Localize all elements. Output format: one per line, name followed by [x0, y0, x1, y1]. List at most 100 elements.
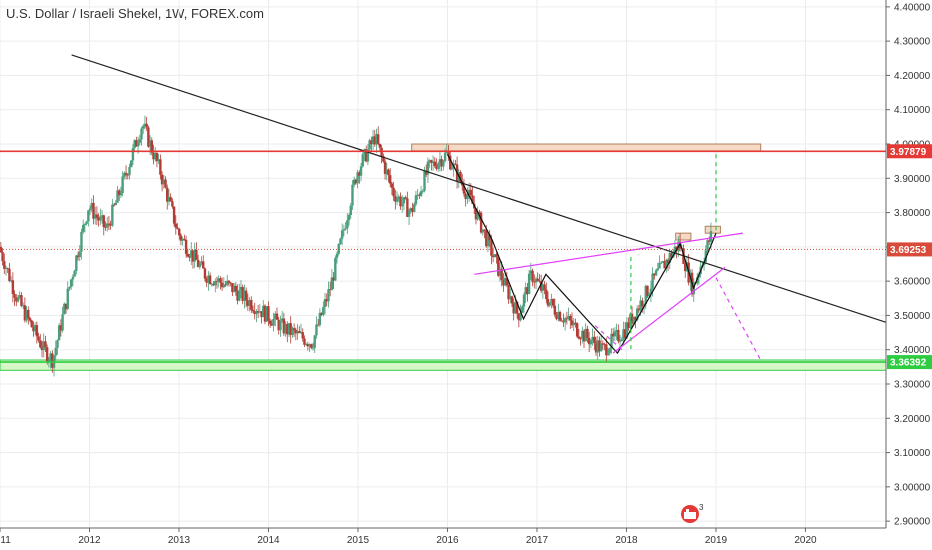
candle-body: [277, 319, 280, 331]
candle-body: [73, 271, 76, 277]
candle-body: [179, 235, 183, 241]
candle-body: [364, 149, 368, 162]
candle-body: [304, 344, 308, 345]
candle-body: [418, 194, 421, 196]
candle-body: [349, 205, 352, 216]
candle-body: [404, 197, 407, 199]
candle-body: [407, 211, 411, 217]
candle-body: [430, 160, 433, 163]
candle-body: [207, 275, 210, 283]
candle-body: [231, 283, 234, 293]
candle-body: [606, 353, 610, 356]
candle-body: [100, 215, 104, 217]
candle-body: [61, 314, 64, 331]
candle-body: [176, 227, 179, 230]
candle-body: [195, 250, 198, 260]
candle-body: [181, 238, 184, 241]
candle-body: [135, 140, 138, 147]
candle-body: [159, 159, 162, 175]
candle-body: [577, 336, 581, 339]
candle-body: [256, 311, 260, 313]
candle-body: [35, 325, 39, 337]
candle-body: [517, 313, 521, 321]
candle-body: [68, 286, 71, 289]
candle-body: [562, 320, 565, 323]
candle-body: [80, 231, 83, 252]
candle-body: [339, 238, 342, 245]
candle-body: [217, 278, 220, 282]
candle-body: [49, 353, 52, 361]
candle-body: [466, 194, 469, 200]
candle-body: [164, 179, 167, 188]
candle-body: [142, 125, 145, 129]
candle-body: [280, 318, 284, 321]
candle-body: [258, 311, 262, 313]
candle-body: [354, 179, 358, 184]
candle-body: [347, 215, 351, 221]
candle-body: [47, 360, 51, 362]
candle-body: [629, 313, 632, 329]
candle-body: [627, 322, 630, 329]
candle-body: [382, 156, 385, 162]
candle-body: [128, 167, 131, 176]
candle-body: [443, 152, 447, 162]
candle-body: [63, 303, 66, 315]
level-badge: [887, 355, 932, 370]
candle-body: [301, 332, 304, 339]
candle-body: [346, 220, 349, 229]
candle-body: [114, 202, 117, 206]
grid: [0, 0, 886, 528]
candle-body: [387, 169, 390, 176]
candle-body: [296, 331, 299, 334]
candle-body: [226, 280, 229, 285]
candle-body: [651, 273, 654, 289]
candle-body: [503, 278, 507, 286]
y-tick-label: 3.90000: [894, 174, 931, 185]
candle-body: [97, 217, 100, 221]
y-tick-label: 3.60000: [894, 277, 931, 288]
candle-body: [351, 184, 354, 206]
candle-body: [467, 189, 471, 195]
candle-body: [119, 192, 123, 196]
candle-body: [205, 278, 208, 283]
candle-body: [270, 323, 274, 326]
candle-body: [507, 285, 510, 300]
candle-body: [220, 282, 224, 288]
candle-body: [178, 229, 181, 236]
candle-body: [514, 302, 517, 314]
candle-body: [44, 341, 47, 348]
candle-body: [488, 234, 491, 241]
candle-body: [42, 341, 45, 351]
candle-body: [78, 251, 81, 258]
candle-body: [184, 239, 188, 254]
candle-body: [45, 347, 49, 362]
candle-body: [289, 323, 292, 335]
candle-body: [567, 315, 570, 319]
candle-body: [704, 250, 707, 262]
candle-body: [486, 234, 490, 247]
candle-body: [23, 305, 27, 321]
candle-body: [541, 284, 545, 291]
candle-body: [140, 128, 143, 140]
top-box-2: [704, 225, 721, 234]
level-badges: 3.97879 3.69253 3.36392: [887, 144, 932, 370]
candle-body: [157, 159, 160, 162]
candle-body: [497, 257, 500, 276]
candle-body: [543, 284, 546, 290]
candle-body: [116, 190, 119, 203]
candle-body: [315, 324, 318, 336]
candle-body: [589, 340, 593, 345]
candle-body: [92, 202, 95, 219]
candle-body: [239, 287, 243, 291]
candle-body: [625, 322, 629, 338]
candle-body: [243, 290, 246, 301]
candle-body: [81, 224, 85, 232]
x-tick-label: 2011: [0, 535, 11, 546]
candle-body: [548, 302, 551, 306]
candle-body: [255, 311, 258, 315]
candle-body: [610, 333, 613, 349]
candle-body: [575, 323, 579, 337]
candle-body: [138, 139, 141, 143]
candle-body: [340, 230, 344, 239]
